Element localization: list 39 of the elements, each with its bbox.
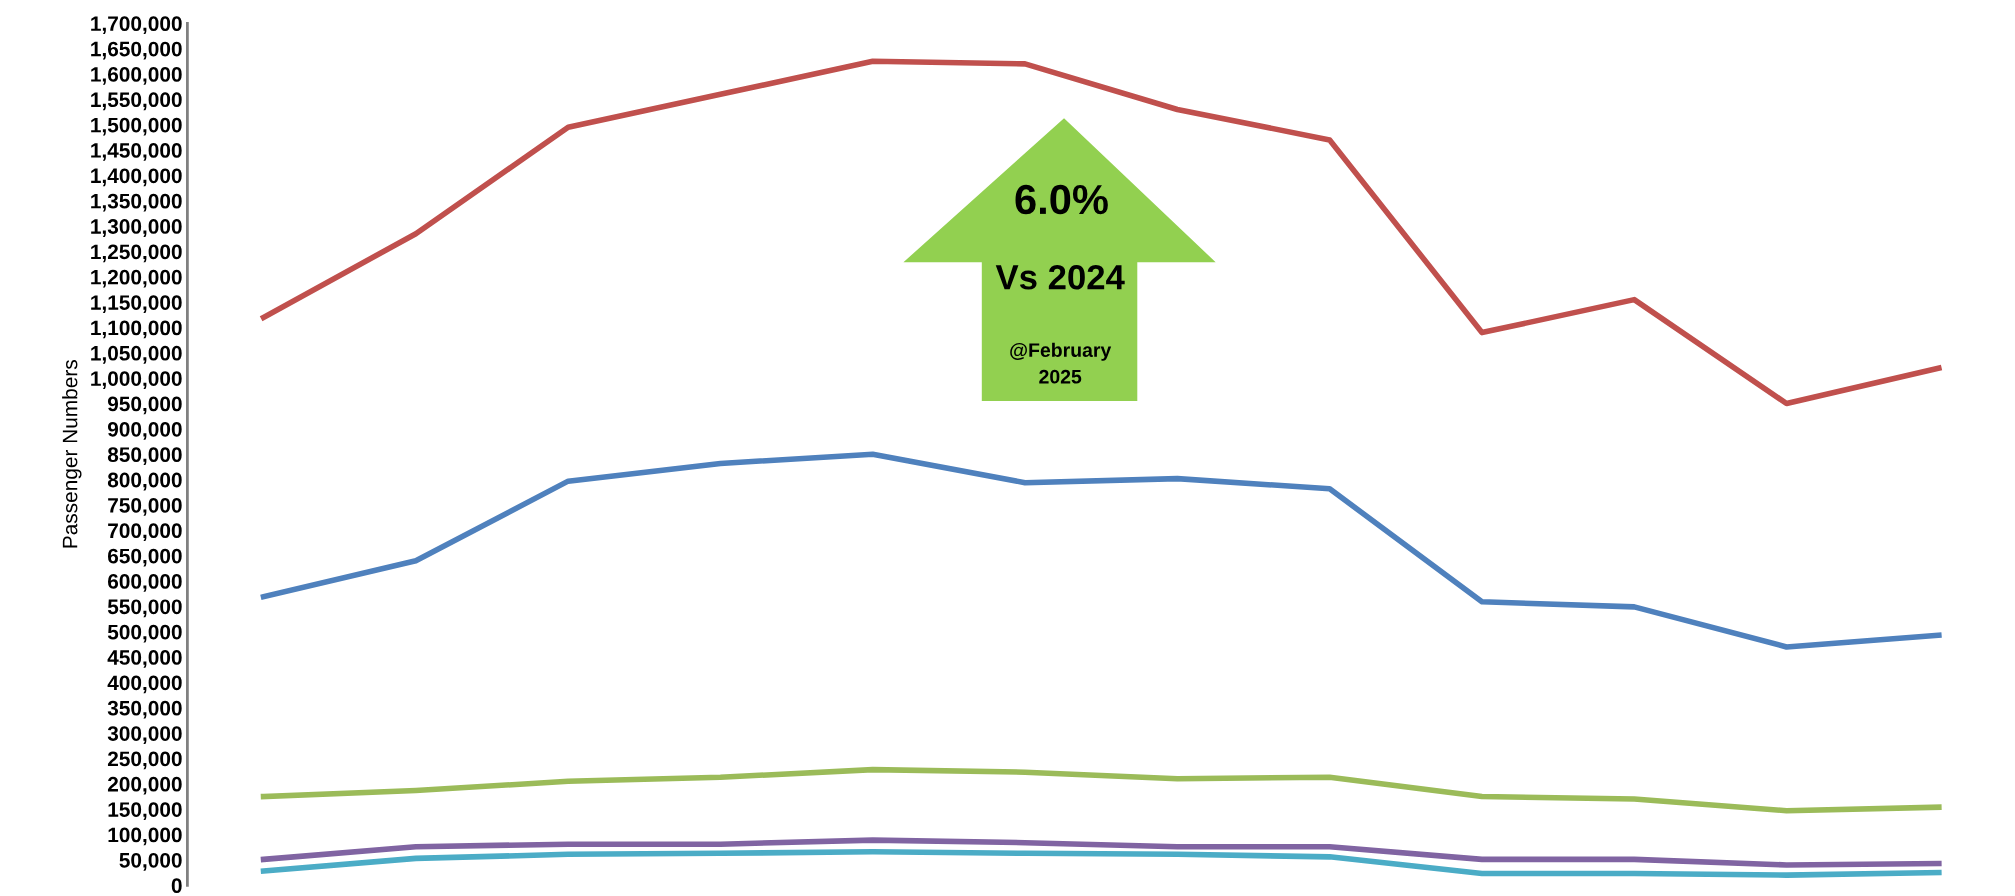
- y-tick-label: 450,000: [107, 650, 182, 668]
- y-tick-label: 100,000: [108, 827, 182, 846]
- y-tick-label: 1,600,000: [91, 67, 182, 85]
- y-tick-label: 750,000: [108, 497, 182, 516]
- y-tick-label: 150,000: [108, 802, 182, 820]
- y-tick-label: 0: [171, 878, 182, 893]
- y-tick-label: 850,000: [107, 447, 182, 466]
- y-tick-label: 1,400,000: [91, 168, 182, 187]
- annotation: @February 2025: [1010, 342, 1112, 384]
- y-tick-label: 550,000: [107, 599, 182, 618]
- y-tick-label: 1,100,000: [91, 320, 182, 339]
- y-tick-label: 500,000: [107, 624, 182, 643]
- y-tick-label: 1,550,000: [91, 92, 182, 111]
- y-tick-label: 600,000: [108, 574, 182, 592]
- annotation: Vs 2024: [995, 264, 1125, 290]
- annotation: 6.0%: [1015, 184, 1108, 215]
- y-tick-label: 650,000: [108, 548, 182, 567]
- y-tick-label: 350,000: [107, 700, 182, 719]
- y-tick-label: 1,350,000: [91, 193, 182, 212]
- y-tick-label: 50,000: [119, 852, 182, 871]
- y-tick-label: 300,000: [107, 726, 182, 744]
- y-tick-label: 1,250,000: [91, 244, 182, 263]
- y-tick-label: 250,000: [107, 751, 182, 770]
- y-tick-label: 900,000: [107, 421, 182, 440]
- y-tick-label: 1,450,000: [91, 143, 182, 161]
- y-tick-label: 400,000: [107, 675, 182, 694]
- y-tick-label: 950,000: [107, 396, 182, 415]
- y-tick-label: 1,650,000: [91, 41, 182, 60]
- y-tick-label: 200,000: [107, 776, 182, 795]
- y-tick-label: 1,150,000: [91, 295, 182, 313]
- y-tick-label: 800,000: [107, 472, 182, 491]
- y-tick-label: 1,050,000: [91, 345, 182, 364]
- y-tick-label: 1,700,000: [91, 16, 182, 35]
- y-tick-label: 1,000,000: [91, 371, 182, 389]
- y-tick-label: 1,500,000: [91, 117, 182, 136]
- y-tick-label: 1,300,000: [91, 219, 182, 237]
- y-axis-title: Passenger Numbers: [62, 360, 82, 548]
- y-tick-label: 700,000: [108, 523, 182, 542]
- y-tick-label: 1,200,000: [91, 269, 182, 288]
